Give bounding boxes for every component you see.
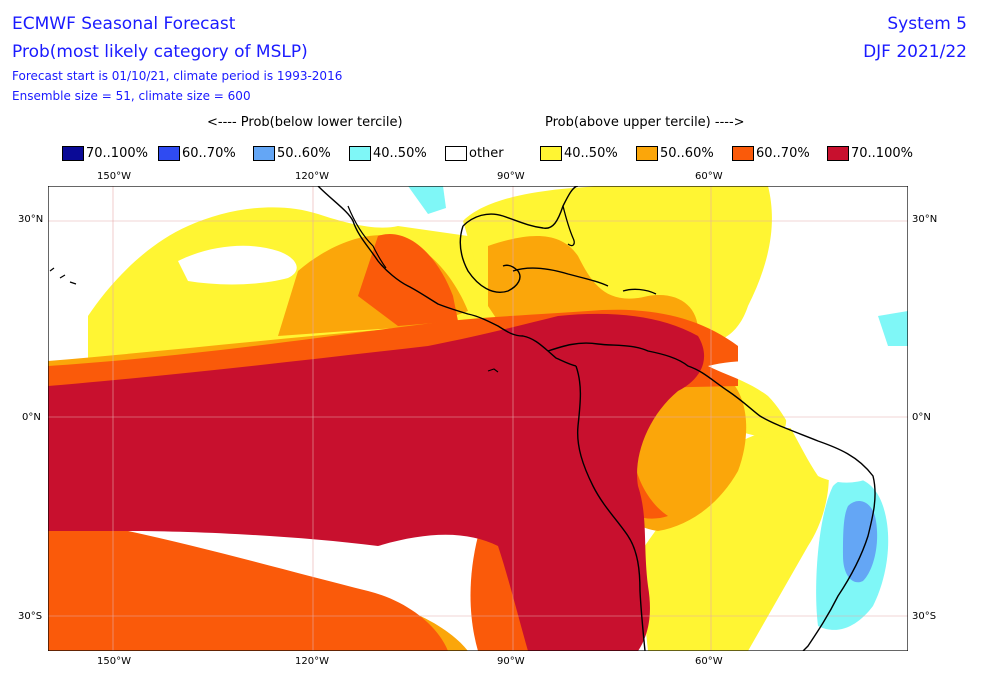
lat-label-right-0n: 0°N [912, 412, 931, 423]
region-blue-atlantic [843, 501, 878, 583]
legend-item-below-70-100: 70..100% [62, 146, 148, 161]
region-lightblue-east [878, 311, 908, 346]
coastline-galapagos [487, 368, 499, 373]
legend-item-above-60-70: 60..70% [732, 146, 810, 161]
lat-label-right-30n: 30°N [912, 214, 938, 225]
lon-label-bottom-120w: 120°W [295, 656, 329, 667]
region-other-east-brazil [708, 360, 888, 483]
lat-label-right-30s: 30°S [912, 611, 937, 622]
coastline-hawaii [49, 267, 77, 285]
coastline-baja [347, 205, 387, 269]
legend-swatch [158, 146, 180, 161]
legend-swatch [732, 146, 754, 161]
legend-swatch [636, 146, 658, 161]
legend-label: 40..50% [373, 146, 427, 161]
region-yellow-south-america [638, 427, 829, 651]
lon-label-top-120w: 120°W [295, 171, 329, 182]
legend-label: 60..70% [182, 146, 236, 161]
coastline-florida [562, 205, 575, 247]
below-tercile-header: <---- Prob(below lower tercile) [207, 115, 403, 130]
coastline-yucatan [459, 225, 521, 293]
region-darkred-main [48, 313, 705, 651]
legend-label: 40..50% [564, 146, 618, 161]
legend-swatch [62, 146, 84, 161]
lon-label-top-150w: 150°W [97, 171, 131, 182]
legend-label: 70..100% [86, 146, 148, 161]
legend-label: 50..60% [277, 146, 331, 161]
legend-item-below-40-50: 40..50% [349, 146, 427, 161]
region-redorange-southpacific [48, 516, 448, 651]
region-orange-gulf [488, 236, 698, 336]
legend-item-above-50-60: 50..60% [636, 146, 714, 161]
lat-label-left-30s: 30°S [18, 611, 43, 622]
coastline-gulf-of-mexico [462, 186, 579, 229]
legend-label: 50..60% [660, 146, 714, 161]
forecast-start-text: Forecast start is 01/10/21, climate peri… [12, 69, 343, 83]
legend-swatch [827, 146, 849, 161]
map-title: ECMWF Seasonal Forecast [12, 14, 236, 34]
season-label: DJF 2021/22 [863, 42, 967, 62]
coastline-south-america [547, 342, 876, 651]
lon-label-top-90w: 90°W [497, 171, 525, 182]
map-subtitle: Prob(most likely category of MSLP) [12, 42, 308, 62]
lat-label-left-0n: 0°N [22, 412, 41, 423]
legend-item-other: other [445, 146, 504, 161]
system-label: System 5 [887, 14, 967, 34]
legend-swatch [253, 146, 275, 161]
legend-swatch [349, 146, 371, 161]
lon-label-bottom-150w: 150°W [97, 656, 131, 667]
lon-label-bottom-60w: 60°W [695, 656, 723, 667]
coastline-cuba [512, 267, 609, 287]
legend-item-above-70-100: 70..100% [827, 146, 913, 161]
legend-swatch [445, 146, 467, 161]
legend-item-above-40-50: 40..50% [540, 146, 618, 161]
legend-swatch [540, 146, 562, 161]
legend-item-below-50-60: 50..60% [253, 146, 331, 161]
legend-label: 60..70% [756, 146, 810, 161]
above-tercile-header: Prob(above upper tercile) ----> [545, 115, 745, 130]
lon-label-bottom-90w: 90°W [497, 656, 525, 667]
lon-label-top-60w: 60°W [695, 171, 723, 182]
legend-label: other [469, 146, 504, 161]
legend-label: 70..100% [851, 146, 913, 161]
coastline-west-south-america [575, 365, 646, 651]
region-lightblue-gulf-corner [408, 186, 446, 214]
region-other-northpacific [178, 245, 297, 285]
coastline-north-america [317, 186, 577, 367]
coastline-hispaniola [622, 288, 657, 295]
forecast-map [48, 186, 908, 651]
region-redorange-mexico [358, 234, 458, 326]
legend-item-below-60-70: 60..70% [158, 146, 236, 161]
lat-label-left-30n: 30°N [18, 214, 44, 225]
ensemble-size-text: Ensemble size = 51, climate size = 600 [12, 89, 251, 103]
